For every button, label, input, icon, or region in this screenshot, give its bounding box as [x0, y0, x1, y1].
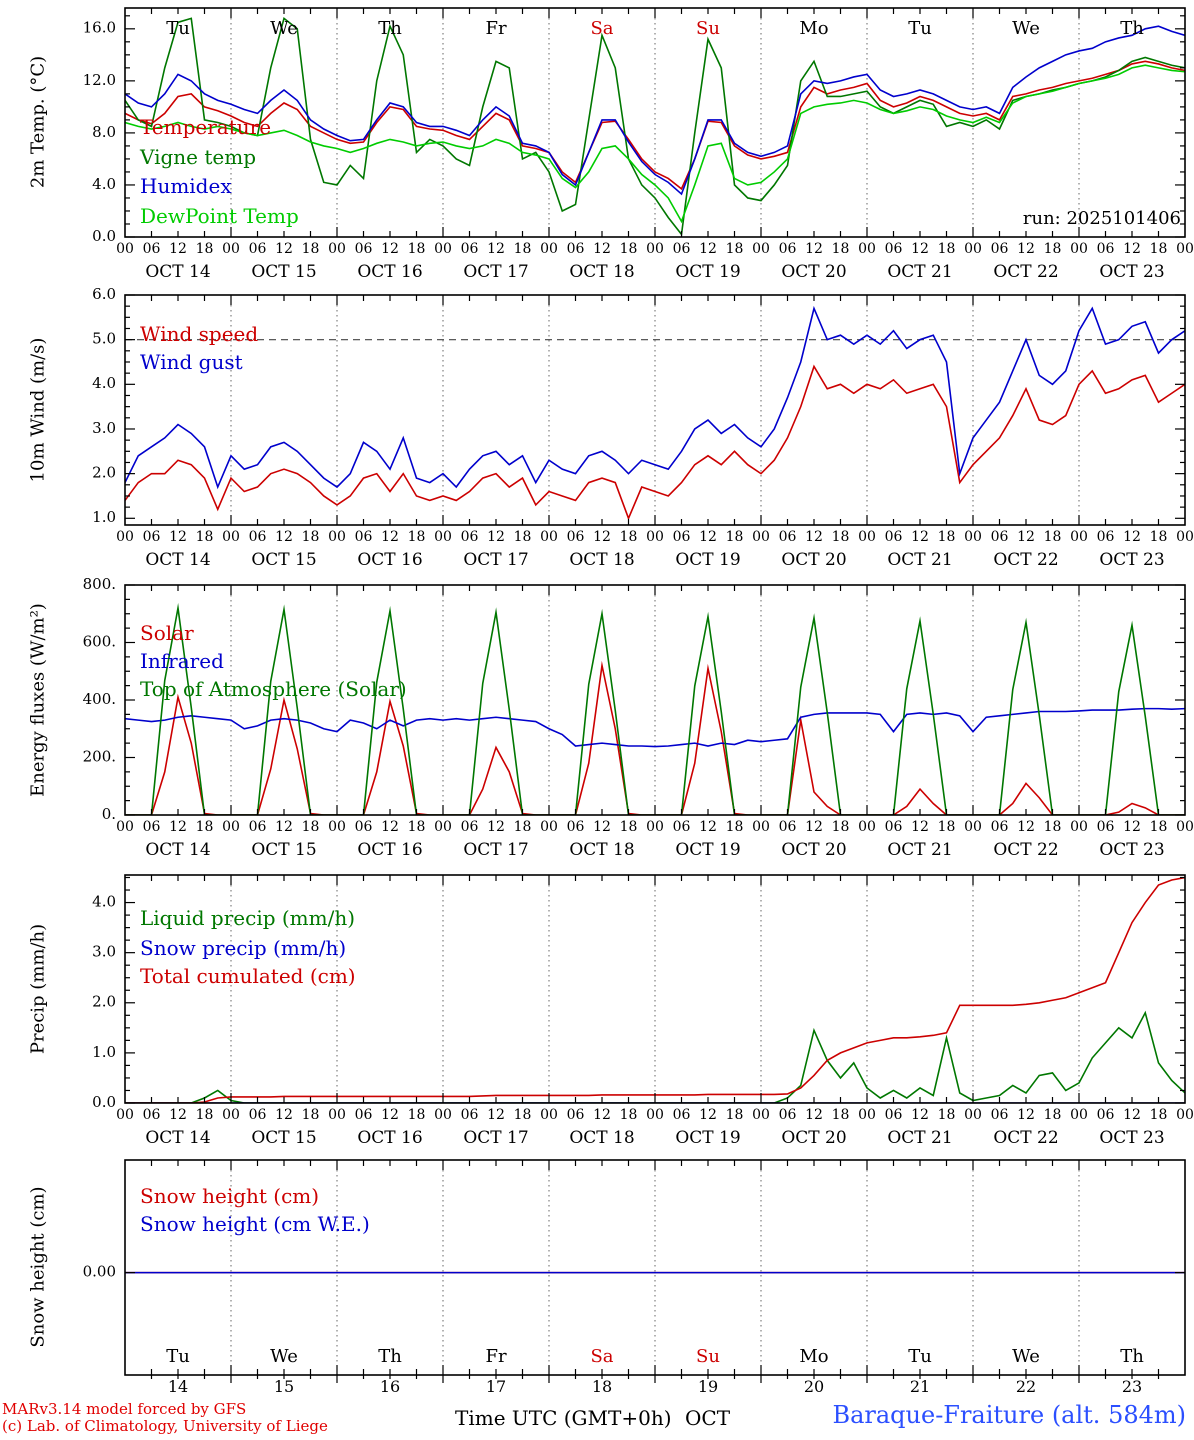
temp-panel-canvas: [0, 0, 1194, 287]
legend-snow-height-we: Snow height (cm W.E.): [140, 1212, 370, 1236]
temp-panel: [0, 0, 1194, 287]
precip-panel-canvas: [0, 867, 1194, 1155]
legend-dewpoint: DewPoint Temp: [140, 204, 299, 228]
legend-liquid-precip: Liquid precip (mm/h): [140, 906, 356, 930]
wind-panel-canvas: [0, 287, 1194, 577]
legend-snow-height: Snow height (cm): [140, 1184, 320, 1208]
ylabel-precip: Precip (mm/h): [27, 923, 49, 1055]
legend-infrared: Infrared: [140, 649, 224, 673]
ylabel-energy: Energy fluxes (W/m²): [27, 603, 49, 797]
wind-panel: [0, 287, 1194, 577]
credits: MARv3.14 model forced by GFS (c) Lab. of…: [2, 1401, 328, 1435]
energy-panel-canvas: [0, 577, 1194, 867]
legend-wind-speed: Wind speed: [140, 322, 259, 346]
run-label: run: 2025101406: [1022, 208, 1181, 229]
ylabel-wind: 10m Wind (m/s): [27, 337, 49, 483]
station-title: Baraque-Fraiture (alt. 584m): [832, 1401, 1186, 1429]
legend-wind-gust: Wind gust: [140, 350, 243, 374]
legend-temperature: Temperature: [140, 115, 272, 139]
legend-humidex: Humidex: [140, 174, 232, 198]
legend-vigne-temp: Vigne temp: [140, 145, 257, 169]
ylabel-temp: 2m Temp. (°C): [27, 55, 49, 189]
legend-snow-precip: Snow precip (mm/h): [140, 936, 347, 960]
credit-lab: (c) Lab. of Climatology, University of L…: [2, 1417, 328, 1435]
energy-panel: [0, 577, 1194, 867]
x-axis-title: Time UTC (GMT+0h): [455, 1406, 672, 1430]
credit-model: MARv3.14 model forced by GFS: [2, 1400, 247, 1418]
x-axis-month: OCT: [685, 1406, 731, 1430]
precip-panel: [0, 867, 1194, 1155]
snow-panel-canvas: [0, 1155, 1194, 1400]
legend-total-cumulated: Total cumulated (cm): [140, 964, 356, 988]
snow-panel: [0, 1155, 1194, 1400]
ylabel-snow: Snow height (cm): [27, 1186, 49, 1348]
legend-toa: Top of Atmosphere (Solar): [140, 677, 407, 701]
legend-solar: Solar: [140, 621, 194, 645]
